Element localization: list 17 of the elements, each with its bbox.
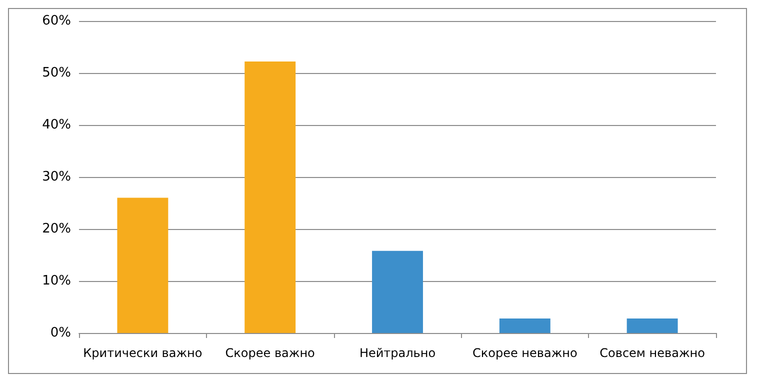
y-tick-label: 0% [50,326,71,340]
y-tick-label: 60% [42,14,71,28]
y-tick-label: 50% [42,66,71,80]
bar [499,318,550,333]
bar [117,198,168,333]
x-tick-label: Совсем неважно [600,346,705,360]
y-tick-label: 30% [42,170,71,184]
bar [372,250,423,333]
bar [244,62,296,333]
bar [626,318,678,333]
x-tick-label: Критически важно [83,346,202,360]
x-tick-label: Нейтрально [359,346,436,360]
x-tick-label: Скорее важно [225,346,315,360]
x-tick-label: Скорее неважно [472,346,578,360]
y-tick-label: 20% [42,222,71,236]
y-tick-label: 10% [42,274,71,288]
y-tick-label: 40% [42,118,71,132]
